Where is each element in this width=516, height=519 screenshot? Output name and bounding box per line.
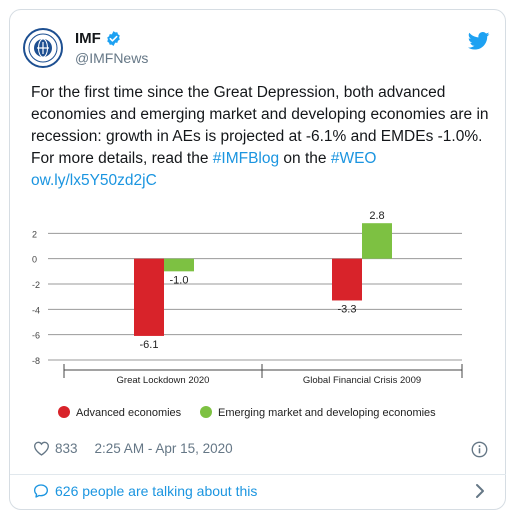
bar-emerging bbox=[362, 223, 392, 259]
bar-emerging bbox=[164, 258, 194, 272]
y-tick-label: -2 bbox=[32, 280, 40, 290]
tweet-text-part: on the bbox=[279, 150, 331, 167]
bar-value-label: -1.0 bbox=[170, 274, 189, 286]
x-category-label: Global Financial Crisis 2009 bbox=[303, 375, 421, 386]
y-tick-label: -8 bbox=[32, 356, 40, 366]
talking-count-text[interactable]: 626 people are talking about this bbox=[55, 483, 258, 499]
bar-value-label: -6.1 bbox=[140, 339, 159, 351]
x-category-label: Great Lockdown 2020 bbox=[117, 375, 210, 386]
verified-badge-icon bbox=[107, 31, 120, 46]
tweet-card[interactable] bbox=[9, 9, 506, 510]
bar-advanced bbox=[134, 258, 164, 336]
tweet-url-link[interactable]: ow.ly/lx5Y50zd2jC bbox=[31, 172, 157, 189]
bar-advanced bbox=[332, 258, 362, 301]
heart-icon[interactable] bbox=[33, 441, 50, 456]
twitter-bird-icon[interactable] bbox=[468, 32, 490, 50]
y-tick-label: 0 bbox=[32, 255, 37, 265]
chevron-right-icon[interactable] bbox=[474, 483, 486, 499]
growth-bar-chart[interactable]: 2 0 -2 -4 -6 -8 -6.1 -1.0 Great Lockdown 2020 -3.… bbox=[30, 196, 470, 426]
legend-marker bbox=[58, 406, 70, 418]
legend-label: Advanced economies bbox=[76, 407, 182, 419]
tweet-text: For the first time since the Great Depre… bbox=[31, 82, 491, 192]
y-tick-label: 2 bbox=[32, 229, 37, 239]
hashtag-weo-link[interactable]: #WEO bbox=[330, 150, 377, 167]
like-count[interactable]: 833 bbox=[55, 441, 78, 456]
y-tick-label: -6 bbox=[32, 331, 40, 341]
user-handle[interactable]: @IMFNews bbox=[75, 50, 149, 66]
info-icon[interactable] bbox=[471, 441, 488, 458]
comment-bubble-icon bbox=[34, 484, 48, 498]
legend-label: Emerging market and developing economies bbox=[218, 407, 436, 419]
legend-marker bbox=[200, 406, 212, 418]
display-name[interactable]: IMF bbox=[75, 30, 101, 47]
tweet-text-part: For the first time since the Great Depre… bbox=[31, 84, 489, 167]
bar-value-label: -3.3 bbox=[338, 303, 357, 315]
y-tick-label: -4 bbox=[32, 305, 40, 315]
tweet-timestamp[interactable]: 2:25 AM - Apr 15, 2020 bbox=[94, 441, 233, 456]
imf-seal-avatar[interactable] bbox=[22, 27, 64, 69]
hashtag-imfblog-link[interactable]: #IMFBlog bbox=[212, 150, 280, 167]
bar-value-label: 2.8 bbox=[369, 210, 384, 222]
conversation-link[interactable]: 626 people are talking about this bbox=[33, 483, 257, 499]
divider bbox=[10, 474, 506, 475]
